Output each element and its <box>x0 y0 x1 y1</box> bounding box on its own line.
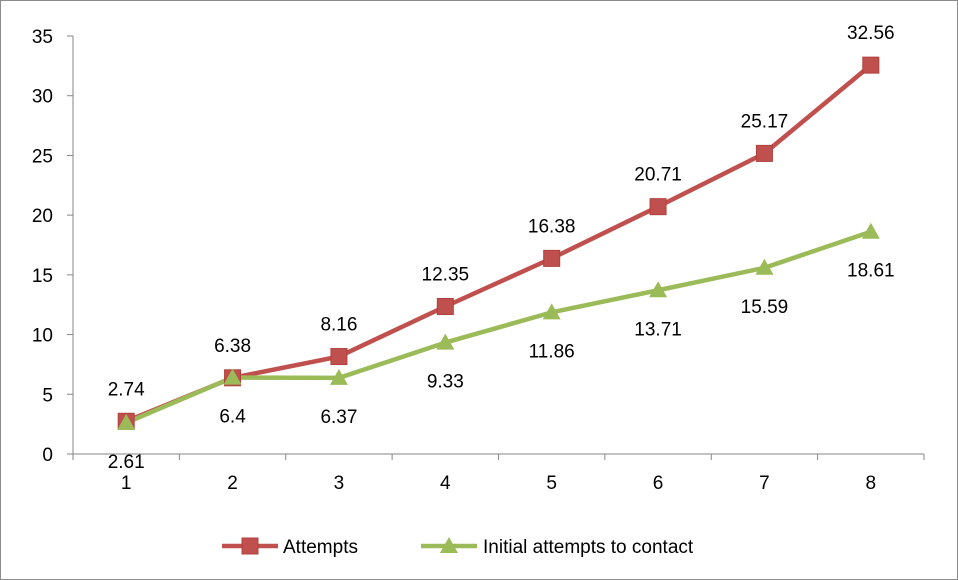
series-2-point <box>329 368 348 385</box>
series-1-point <box>649 198 667 216</box>
y-tick-label: 0 <box>42 445 53 466</box>
x-tick-label: 6 <box>653 473 664 494</box>
series-1-data-label: 16.38 <box>528 216 576 237</box>
x-tick-label: 2 <box>227 473 238 494</box>
legend-label-1: Attempts <box>283 537 358 558</box>
y-tick-label: 15 <box>32 266 53 287</box>
series-1-data-label: 25.17 <box>741 111 789 132</box>
series-2-point <box>542 303 561 320</box>
legend-marker-1 <box>241 537 259 555</box>
series-1-point <box>543 249 561 267</box>
series-1-point <box>330 348 348 366</box>
x-tick-label: 7 <box>759 473 770 494</box>
x-tick-label: 4 <box>440 473 451 494</box>
y-tick-label: 5 <box>42 385 53 406</box>
x-tick-label: 3 <box>334 473 345 494</box>
series-2-data-label: 15.59 <box>741 297 789 318</box>
series-2-point <box>223 368 242 385</box>
series-2-data-label: 11.86 <box>529 341 575 362</box>
x-tick-label: 5 <box>546 473 557 494</box>
series-markers-group <box>117 56 880 430</box>
series-1-point <box>436 298 454 316</box>
series-1-data-label: 6.38 <box>214 336 251 357</box>
y-tick-label: 35 <box>32 27 53 48</box>
legend-label-2: Initial attempts to contact <box>483 537 694 558</box>
legend: Attempts Initial attempts to contact <box>222 537 694 558</box>
series-1-data-label: 20.71 <box>634 165 682 186</box>
y-tick-label: 30 <box>32 87 53 108</box>
series-2-data-label: 18.61 <box>847 261 895 282</box>
series-1-data-label: 32.56 <box>847 23 895 44</box>
series-2-data-label: 13.71 <box>634 319 682 340</box>
series-2-data-label: 9.33 <box>427 372 464 393</box>
series-2-data-label: 6.4 <box>219 407 246 428</box>
series-2-point <box>436 333 455 350</box>
series-lines-group <box>125 63 873 425</box>
x-tick-label: 8 <box>866 473 877 494</box>
axes-group: 0 5 10 15 20 25 30 35 1 2 3 4 5 6 7 8 <box>32 27 925 494</box>
y-tick-label: 10 <box>32 326 53 347</box>
series-1-point <box>862 56 880 74</box>
series-2-point <box>755 258 774 275</box>
series-2-data-label: 6.37 <box>320 407 357 428</box>
legend-marker-2 <box>440 537 458 553</box>
series-1-data-label: 12.35 <box>422 265 470 286</box>
x-tick-label: 1 <box>121 473 132 494</box>
series-1-data-label: 2.74 <box>108 379 145 400</box>
y-tick-label: 25 <box>32 146 53 167</box>
series-1-point <box>755 144 773 162</box>
series-line-2 <box>125 229 872 425</box>
series-1-data-label: 8.16 <box>320 315 357 336</box>
series-2-data-label: 2.61 <box>108 452 145 473</box>
series-2-point <box>117 413 136 430</box>
series-2-point <box>861 222 880 239</box>
y-tick-label: 20 <box>32 206 53 227</box>
series-2-point <box>649 281 668 298</box>
data-labels-group: 2.74 6.38 8.16 12.35 16.38 20.71 25.17 32.56 2.6… <box>108 23 895 473</box>
series-line-1 <box>125 63 873 424</box>
